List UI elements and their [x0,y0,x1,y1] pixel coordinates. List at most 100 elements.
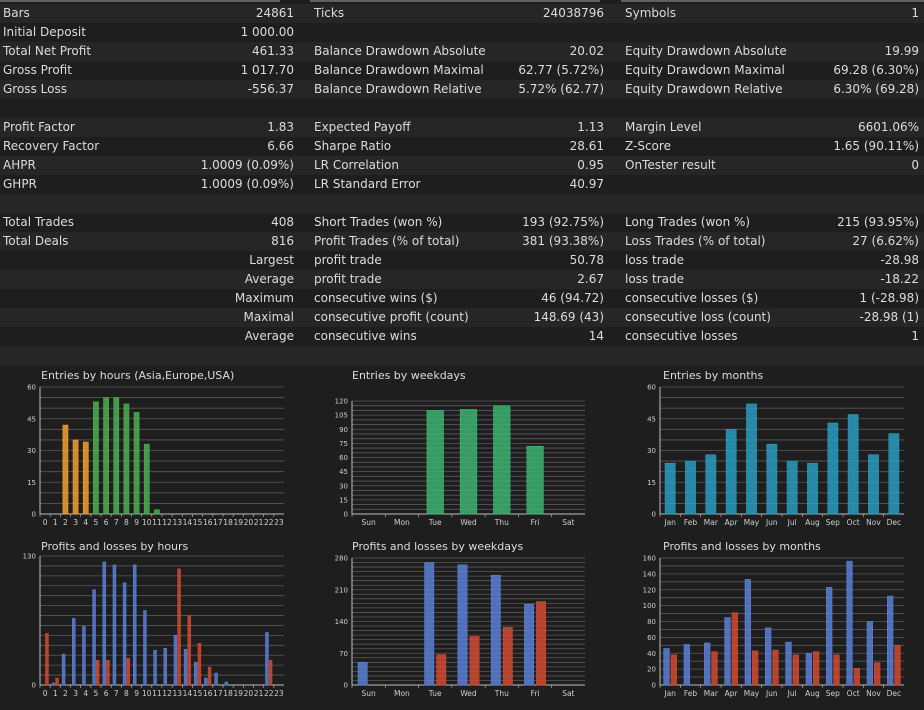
x-tick-label: Apr [725,518,739,527]
x-tick-label: 20 [244,518,254,527]
profit-bar [92,589,96,686]
stats-row [0,194,924,213]
stats-value: 20.02 [569,44,604,58]
stats-value [454,23,604,42]
bar [426,410,444,515]
stats-value: Average [244,329,294,343]
x-tick-label: 6 [104,689,109,698]
y-tick-label: 60 [647,384,656,392]
stats-value: -28.98 (1) [859,310,920,324]
x-tick-label: Jan [663,518,676,527]
chart-title: Entries by weekdays [352,369,466,382]
stats-row: Initial Deposit 1 000.00 [0,23,924,42]
profit-bar [424,562,435,686]
x-tick-label: Wed [460,689,477,698]
x-tick-label: Dec [887,689,902,698]
stats-value: 1 017.70 [240,63,294,77]
profit-bar [805,652,812,686]
x-tick-label: 9 [134,518,139,527]
stats-value [760,346,919,365]
y-tick-label: 15 [339,496,348,504]
stats-value: 46 (94.72) [541,291,604,305]
y-tick-label: 70 [339,650,348,658]
x-tick-label: 2 [63,689,68,698]
y-tick-label: 0 [32,682,36,690]
loss-bar [833,654,840,686]
stats-label: Sharpe Ratio [314,139,392,153]
loss-bar [106,659,110,686]
x-tick-label: 8 [124,689,129,698]
stats-value: -28.98 [880,253,919,267]
x-tick-label: 1 [53,518,58,527]
x-tick-label: 22 [264,518,274,527]
chart-title: Entries by months [663,369,763,382]
x-tick-label: Dec [887,518,902,527]
x-tick-label: 11 [152,518,162,527]
stats-row: Profit Factor 1.83 Expected Payoff 1.13 Marg… [0,118,924,137]
x-tick-label: Mar [704,689,719,698]
y-tick-label: 100 [643,602,656,610]
stats-label: Bars [3,6,30,20]
stats-label: profit trade [314,253,382,267]
stats-value: Average [244,272,294,286]
stats-row: Recovery Factor 6.66 Sharpe Ratio 28.61 Z-Sc… [0,137,924,156]
profit-bar [214,672,218,686]
profit-bar [744,579,751,686]
bar [847,414,859,515]
stats-label: Loss Trades (% of total) [625,234,766,248]
profit-bar [490,574,501,686]
profit-bar [122,582,127,686]
x-tick-label: Sep [826,689,840,698]
x-tick-label: 17 [213,518,223,527]
stats-label: Ticks [314,6,345,20]
stats-row: Maximum consecutive wins ($) 46 (94.72) con… [0,289,924,308]
stats-row: Bars 24861 Ticks 24038796 Symbols 1 [0,4,924,23]
stats-label: Long Trades (won %) [625,215,751,229]
stats-value: 408 [271,215,294,229]
statistics-table: Bars 24861 Ticks 24038796 Symbols 1 Initial De… [0,4,924,365]
y-tick-label: 90 [339,426,348,434]
profit-bar [143,610,147,686]
stats-row [0,99,924,118]
x-tick-label: Oct [847,518,860,527]
bar [154,509,160,515]
x-tick-label: 3 [73,689,78,698]
y-tick-label: 130 [23,553,36,561]
stats-label: OnTester result [625,158,716,172]
profit-bar [224,681,228,686]
bar [143,443,150,515]
stats-value: 0 [911,158,919,172]
stats-value [760,175,919,194]
stats-value: 1 000.00 [240,25,294,39]
x-tick-label: 3 [73,518,78,527]
loss-bar [197,643,202,686]
profit-bar [163,647,167,686]
profit-bar [102,561,106,686]
stats-value: 28.61 [569,139,604,153]
loss-bar [894,645,901,686]
stats-value: 50.78 [569,253,604,267]
x-tick-label: 18 [223,518,233,527]
x-tick-label: 13 [172,518,182,527]
x-tick-label: Jun [765,518,778,527]
profit-bar [72,618,76,686]
loss-bar [207,666,212,686]
x-tick-label: 7 [114,518,119,527]
loss-bar [853,668,860,686]
stats-label: Total Deals [3,234,69,248]
x-tick-label: 15 [193,518,203,527]
stats-row: Gross Profit 1 017.70 Balance Drawdown Max… [0,61,924,80]
x-tick-label: Thu [494,518,509,527]
stats-value: 27 (6.62%) [852,234,919,248]
top-border [0,0,924,2]
y-tick-label: 0 [344,511,348,519]
stats-value: Maximal [243,310,294,324]
profit-bar [866,621,873,686]
loss-bar [55,677,59,686]
profit-bar [887,595,894,686]
y-tick-label: 120 [335,398,348,406]
profit-bar [265,632,269,686]
stats-label: Gross Profit [3,63,72,77]
entries-by-months-chart: Entries by months 0 15 30 45 60 Jan Feb Mar Apr Ma… [622,366,922,534]
x-tick-label: 6 [104,518,109,527]
